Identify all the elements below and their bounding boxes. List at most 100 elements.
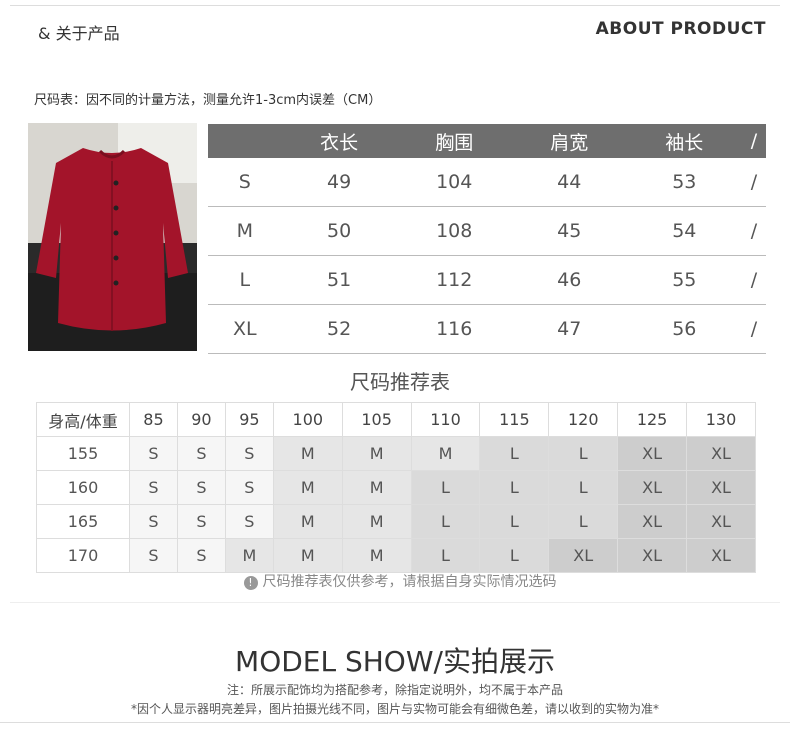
size-cell: XL: [208, 304, 282, 354]
recommend-cell: S: [224, 436, 274, 471]
recommend-cell: S: [176, 538, 226, 573]
size-cell: /: [741, 206, 766, 256]
recommend-cell: M: [224, 538, 274, 573]
recommend-cell: XL: [548, 538, 619, 573]
size-cell: 46: [511, 255, 627, 305]
recommend-header: 120: [548, 402, 619, 437]
size-cell: 108: [396, 206, 512, 256]
size-header: [208, 124, 282, 158]
size-cell: S: [208, 158, 282, 207]
recommend-header: 105: [341, 402, 412, 437]
size-cell: 47: [511, 304, 627, 354]
recommend-row: 170 S S M M M L L XL XL XL: [36, 538, 756, 573]
recommend-header: 100: [272, 402, 343, 437]
recommend-header: 130: [686, 402, 756, 437]
size-cell: 53: [626, 158, 742, 207]
recommend-cell: L: [410, 504, 481, 539]
recommend-cell: M: [341, 504, 412, 539]
size-header: 肩宽: [511, 124, 627, 158]
size-cell: 116: [396, 304, 512, 354]
size-cell: 54: [626, 206, 742, 256]
recommend-cell: XL: [617, 504, 688, 539]
recommend-cell: S: [129, 504, 178, 539]
size-note: 尺码表：因不同的计量方法，测量允许1-3cm内误差（CM）: [34, 93, 382, 108]
size-cell: /: [741, 304, 766, 354]
recommend-cell: L: [548, 470, 619, 505]
recommend-cell: XL: [686, 470, 756, 505]
recommend-header: 110: [410, 402, 481, 437]
size-cell: 55: [626, 255, 742, 305]
recommend-cell: S: [176, 436, 226, 471]
model-show-title: MODEL SHOW/实拍展示: [235, 645, 555, 678]
recommend-cell: M: [341, 470, 412, 505]
recommend-cell: S: [129, 470, 178, 505]
size-table: 衣长 胸围 肩宽 袖长 / S 49 104 44 53/M 50 108 45 54/L 51 1…: [208, 124, 766, 354]
size-header: 衣长: [281, 124, 397, 158]
size-cell: M: [208, 206, 282, 256]
recommend-cell: S: [224, 504, 274, 539]
recommend-header: 85: [129, 402, 178, 437]
info-icon: !: [243, 576, 258, 590]
recommend-cell: XL: [617, 538, 688, 573]
recommend-cell: XL: [617, 436, 688, 471]
recommend-header: 90: [176, 402, 226, 437]
recommend-cell: S: [176, 504, 226, 539]
size-cell: 44: [511, 158, 627, 207]
size-cell: 56: [626, 304, 742, 354]
recommend-cell: M: [272, 504, 343, 539]
recommend-row: 155 S S S M M M L L XL XL: [36, 436, 756, 471]
recommend-cell: M: [272, 470, 343, 505]
recommend-cell: L: [479, 504, 550, 539]
section-title: & 关于产品: [38, 24, 120, 43]
size-cell: /: [741, 255, 766, 305]
divider: [10, 602, 780, 603]
divider: [0, 722, 790, 723]
size-cell: 104: [396, 158, 512, 207]
recommend-header: 115: [479, 402, 550, 437]
recommend-row: 160 S S S M M L L L XL XL: [36, 470, 756, 505]
recommend-cell: L: [479, 436, 550, 471]
size-cell: /: [741, 158, 766, 207]
size-row: L 51 112 46 55/: [208, 255, 766, 305]
recommend-cell: XL: [617, 470, 688, 505]
recommend-cell: 155: [36, 436, 130, 471]
recommend-title: 尺码推荐表: [350, 370, 450, 394]
recommend-cell: M: [272, 538, 343, 573]
size-cell: L: [208, 255, 282, 305]
recommend-cell: L: [479, 470, 550, 505]
size-cell: 45: [511, 206, 627, 256]
size-cell: 112: [396, 255, 512, 305]
recommend-table: 身高/体重 85 90 95 100 105 110 115 120 125 130 155 S S S M…: [36, 402, 756, 573]
recommend-cell: 165: [36, 504, 130, 539]
recommend-cell: L: [548, 436, 619, 471]
recommend-cell: S: [129, 538, 178, 573]
recommend-cell: M: [341, 538, 412, 573]
recommend-cell: L: [479, 538, 550, 573]
recommend-cell: 170: [36, 538, 130, 573]
size-row: S 49 104 44 53/: [208, 158, 766, 207]
size-row: M 50 108 45 54/: [208, 206, 766, 256]
size-row: XL 52 116 47 56/: [208, 304, 766, 354]
recommend-cell: 160: [36, 470, 130, 505]
recommend-cell: M: [410, 436, 481, 471]
size-header: 胸围: [396, 124, 512, 158]
product-photo: [28, 123, 197, 351]
recommend-cell: M: [341, 436, 412, 471]
recommend-header: 身高/体重: [36, 402, 130, 437]
size-cell: 52: [281, 304, 397, 354]
recommend-cell: XL: [686, 538, 756, 573]
section-title-en: ABOUT PRODUCT: [595, 19, 766, 39]
recommend-cell: XL: [686, 436, 756, 471]
divider: [10, 5, 780, 6]
recommend-cell: XL: [686, 504, 756, 539]
recommend-cell: S: [224, 470, 274, 505]
recommend-cell: M: [272, 436, 343, 471]
recommend-header: 95: [224, 402, 274, 437]
size-cell: 49: [281, 158, 397, 207]
recommend-cell: L: [410, 538, 481, 573]
size-cell: 50: [281, 206, 397, 256]
tip-text: 尺码推荐表仅供参考，请根据自身实际情况选码: [262, 574, 557, 590]
recommend-cell: L: [548, 504, 619, 539]
recommend-header: 125: [617, 402, 688, 437]
recommend-cell: S: [129, 436, 178, 471]
